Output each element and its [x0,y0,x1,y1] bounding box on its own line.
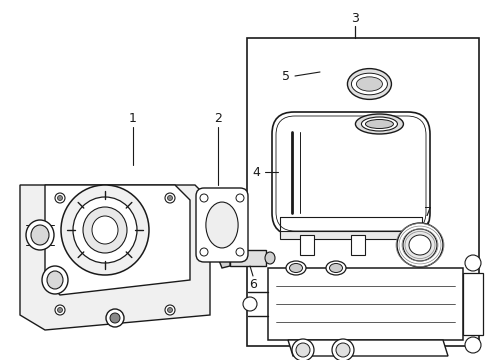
Text: 2: 2 [214,112,222,125]
Ellipse shape [58,195,62,201]
Bar [280,231,421,239]
Ellipse shape [164,305,175,315]
Ellipse shape [164,193,175,203]
Ellipse shape [295,343,309,357]
Text: 4: 4 [251,166,260,179]
Ellipse shape [167,195,172,201]
Ellipse shape [83,207,127,253]
Ellipse shape [236,194,244,202]
Ellipse shape [200,194,207,202]
Bar [267,268,462,340]
Ellipse shape [325,261,346,275]
Ellipse shape [361,117,397,131]
Ellipse shape [92,216,118,244]
Ellipse shape [42,266,68,294]
Bar [350,235,364,255]
Ellipse shape [58,307,62,312]
Ellipse shape [464,337,480,353]
Ellipse shape [47,271,63,289]
Ellipse shape [243,297,257,311]
Ellipse shape [236,248,244,256]
Ellipse shape [464,255,480,271]
Ellipse shape [106,309,124,327]
Text: 6: 6 [248,279,256,292]
Text: 1: 1 [129,112,137,125]
Polygon shape [229,250,265,266]
Text: 7: 7 [423,207,431,220]
Ellipse shape [402,229,436,261]
Bar [462,273,482,335]
Ellipse shape [355,114,403,134]
Ellipse shape [110,313,120,323]
Ellipse shape [331,339,353,360]
Ellipse shape [396,223,442,267]
Ellipse shape [200,248,207,256]
FancyBboxPatch shape [271,112,429,235]
Ellipse shape [205,202,238,248]
Ellipse shape [73,197,137,263]
Ellipse shape [351,73,386,95]
Text: 5: 5 [282,69,289,82]
Ellipse shape [264,252,274,264]
Ellipse shape [356,77,382,91]
Ellipse shape [335,343,349,357]
Ellipse shape [55,193,65,203]
Ellipse shape [55,305,65,315]
Polygon shape [218,248,229,268]
Bar [299,235,313,255]
Polygon shape [45,185,190,295]
Ellipse shape [408,235,430,255]
Ellipse shape [167,307,172,312]
FancyBboxPatch shape [196,188,247,262]
Ellipse shape [289,264,302,273]
Polygon shape [287,340,447,356]
Ellipse shape [329,264,342,273]
Ellipse shape [26,220,54,250]
Text: 3: 3 [350,12,358,24]
Ellipse shape [365,120,393,129]
Ellipse shape [31,225,49,245]
Ellipse shape [285,261,305,275]
Polygon shape [20,185,209,330]
Ellipse shape [291,339,313,360]
Ellipse shape [61,185,149,275]
Ellipse shape [347,69,390,99]
Bar [246,38,478,346]
